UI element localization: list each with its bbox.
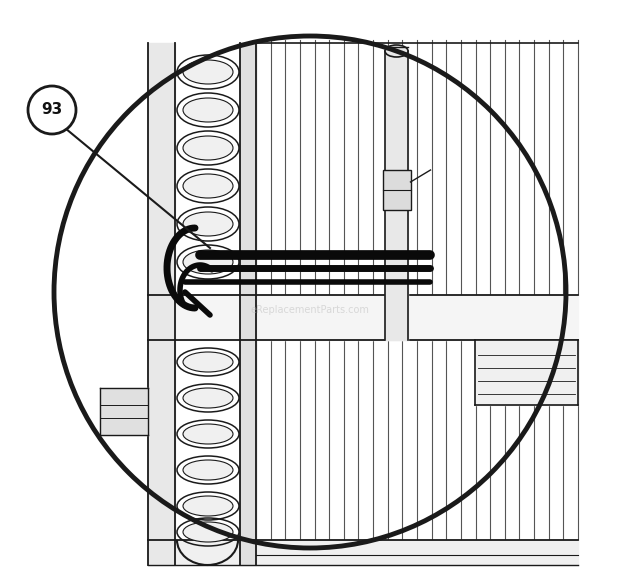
Ellipse shape	[183, 460, 233, 480]
Ellipse shape	[183, 174, 233, 198]
Ellipse shape	[183, 496, 233, 516]
Ellipse shape	[183, 60, 233, 84]
Circle shape	[28, 86, 76, 134]
Ellipse shape	[183, 352, 233, 372]
Ellipse shape	[183, 522, 233, 542]
Ellipse shape	[183, 98, 233, 122]
Bar	[383, 170, 410, 210]
Text: eReplacementParts.com: eReplacementParts.com	[250, 305, 370, 315]
Ellipse shape	[183, 212, 233, 236]
Ellipse shape	[183, 250, 233, 274]
Ellipse shape	[385, 45, 408, 57]
Ellipse shape	[183, 424, 233, 444]
Ellipse shape	[183, 388, 233, 408]
Text: 93: 93	[42, 103, 63, 117]
Ellipse shape	[183, 136, 233, 160]
